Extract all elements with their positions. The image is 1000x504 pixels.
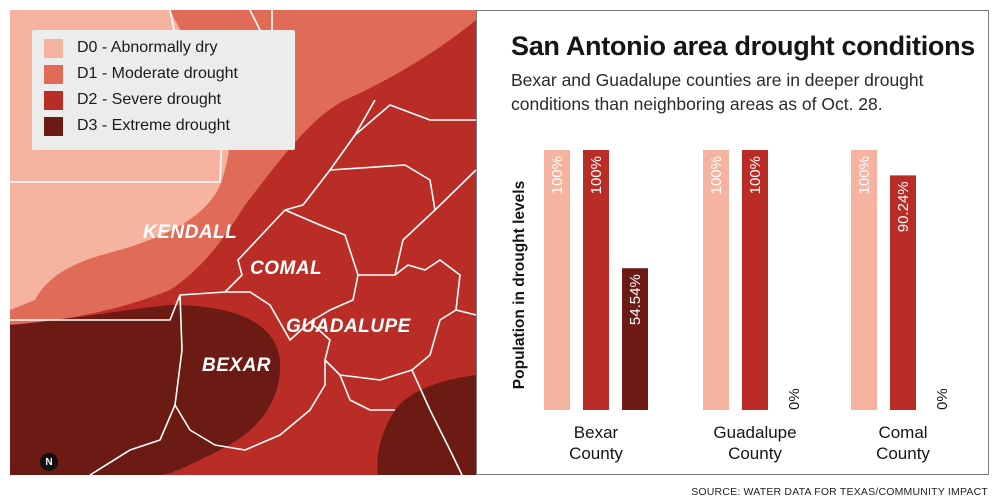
legend-label-d0: D0 - Abnormally dry	[77, 39, 218, 56]
bar-comal-d2	[890, 175, 916, 410]
data-label-comal-d2: 90.24%	[895, 181, 912, 232]
subtitle-line-1: Bexar and Guadalupe counties are in deep…	[511, 70, 924, 90]
bar-chart: Population in drought levels 100% 100% 54.5…	[511, 150, 951, 463]
bar-guadalupe-d0	[703, 150, 729, 410]
data-label-comal-d0: 100%	[856, 156, 873, 194]
legend-label-d1: D1 - Moderate drought	[77, 65, 238, 82]
chart-panel	[476, 10, 989, 475]
subtitle-line-2: conditions than neighboring areas as of …	[511, 94, 883, 114]
y-axis-label: Population in drought levels	[511, 181, 528, 389]
source-note: SOURCE: WATER DATA FOR TEXAS/COMMUNITY I…	[691, 486, 988, 498]
legend-swatch-d3	[44, 116, 63, 136]
legend-label-d3: D3 - Extreme drought	[77, 117, 230, 134]
county-label-comal: COMAL	[250, 258, 323, 279]
data-label-bexar-d2: 100%	[588, 156, 605, 194]
legend-label-d2: D2 - Severe drought	[77, 91, 222, 108]
data-label-guadalupe-d0: 100%	[708, 156, 725, 194]
chart-title: San Antonio area drought conditions	[511, 31, 975, 61]
legend-swatch-d2	[44, 90, 63, 110]
category-label-bexar-line-2: County	[569, 444, 623, 463]
county-label-bexar: BEXAR	[202, 355, 272, 376]
category-label-comal-line-2: County	[876, 444, 930, 463]
bar-comal-d0	[851, 150, 877, 410]
data-label-comal-d3: 0%	[934, 388, 951, 410]
data-label-bexar-d3: 54.54%	[627, 274, 644, 325]
county-label-guadalupe: GUADALUPE	[286, 316, 411, 337]
legend-item-d3: D3 - Extreme drought	[44, 115, 230, 137]
d3-region-west	[10, 305, 281, 475]
bar-bexar-d2	[583, 150, 609, 410]
category-label-guadalupe-line-1: Guadalupe	[713, 423, 796, 442]
bar-bexar-d0	[544, 150, 570, 410]
category-label-guadalupe-line-2: County	[728, 444, 782, 463]
map-legend: D0 - Abnormally dry D1 - Moderate drough…	[32, 30, 295, 150]
category-label-bexar-line-1: Bexar	[574, 423, 619, 442]
data-label-guadalupe-d2: 100%	[747, 156, 764, 194]
drought-map: D0 - Abnormally dry D1 - Moderate drough…	[10, 10, 476, 475]
data-label-bexar-d0: 100%	[549, 156, 566, 194]
legend-item-d2: D2 - Severe drought	[44, 89, 221, 111]
legend-swatch-d1	[44, 64, 63, 84]
county-label-kendall: KENDALL	[143, 222, 238, 243]
legend-item-d0: D0 - Abnormally dry	[44, 37, 218, 59]
county-boundaries	[10, 10, 476, 475]
category-label-comal-line-1: Comal	[878, 423, 927, 442]
data-label-guadalupe-d3: 0%	[786, 388, 803, 410]
north-arrow-icon: N	[40, 453, 58, 471]
bar-bexar-d3	[622, 268, 648, 410]
bar-guadalupe-d2	[742, 150, 768, 410]
legend-swatch-d0	[44, 38, 63, 58]
legend-item-d1: D1 - Moderate drought	[44, 63, 238, 85]
d3-region-east	[377, 375, 476, 475]
chart-subtitle: Bexar and Guadalupe counties are in deep…	[511, 68, 981, 116]
